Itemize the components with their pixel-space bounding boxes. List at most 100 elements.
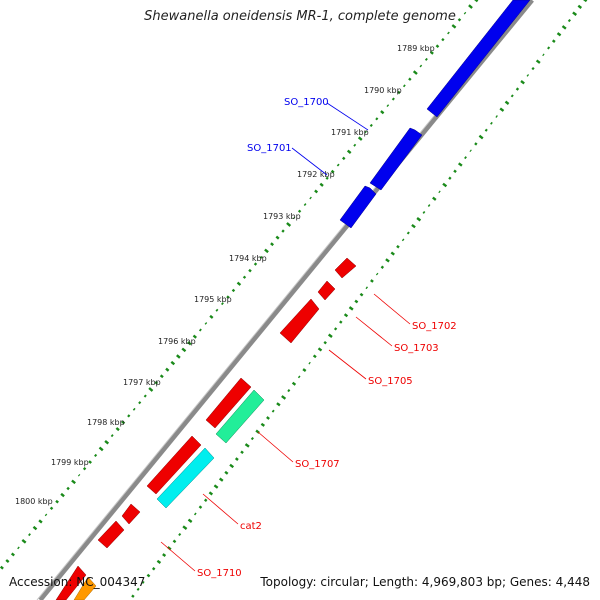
- gene-feature-red-1799[interactable]: [146, 435, 202, 495]
- leader-so1705: [328, 349, 367, 380]
- gc-skew-mark: [429, 50, 434, 55]
- gc-skew-inner-track: [131, 0, 588, 598]
- gc-skew-mark: [469, 149, 472, 153]
- leader-so1700: [326, 102, 369, 131]
- gc-skew-mark: [276, 402, 281, 407]
- gc-skew-mark: [138, 401, 142, 405]
- gc-skew-mark: [192, 334, 197, 339]
- gc-skew-outer-track: [0, 0, 479, 570]
- gene-feature-so1705[interactable]: [279, 298, 320, 344]
- gc-skew-mark: [178, 532, 182, 537]
- gene-label-so1707[interactable]: SO_1707: [295, 459, 340, 470]
- gene-feature-so1702[interactable]: [334, 257, 357, 279]
- gc-skew-mark: [224, 470, 229, 475]
- gc-skew-mark: [176, 354, 181, 359]
- gc-skew-mark: [542, 53, 545, 57]
- gene-label-so1710[interactable]: SO_1710: [197, 568, 242, 579]
- gc-skew-mark: [427, 204, 431, 207]
- gc-skew-mark: [271, 409, 275, 413]
- gc-skew-mark: [474, 0, 479, 3]
- gc-skew-mark: [131, 594, 135, 598]
- gene-label-cat2[interactable]: cat2: [240, 521, 262, 532]
- gc-skew-mark: [187, 341, 192, 346]
- gene-feature-so1700[interactable]: [369, 127, 423, 191]
- gc-skew-mark: [213, 484, 219, 489]
- gc-skew-mark: [317, 347, 323, 352]
- gc-skew-mark: [369, 123, 373, 128]
- accession-text: Accession: NC_004347: [9, 575, 146, 589]
- gc-skew-mark: [402, 84, 406, 88]
- gc-skew-mark: [551, 39, 556, 43]
- gc-skew-mark: [504, 100, 510, 105]
- gc-skew-mark: [104, 439, 110, 445]
- gene-feature-red-1797[interactable]: [205, 377, 252, 429]
- gc-skew-mark: [490, 121, 493, 125]
- gc-skew-mark: [463, 11, 467, 15]
- gc-skew-mark: [457, 162, 463, 167]
- gc-skew-mark: [231, 288, 236, 293]
- gc-skew-mark: [181, 347, 187, 353]
- gc-skew-mark: [424, 57, 428, 61]
- gc-skew-mark: [291, 381, 297, 386]
- gc-skew-mark: [484, 128, 488, 132]
- gc-skew-mark: [583, 0, 588, 3]
- gene-feature-small-red[interactable]: [121, 503, 141, 525]
- gc-skew-mark: [94, 453, 98, 458]
- gc-skew-mark: [375, 272, 379, 276]
- gene-feature-so1703[interactable]: [317, 280, 336, 301]
- gc-skew-mark: [520, 80, 525, 85]
- gene-feature-cat2[interactable]: [156, 447, 215, 509]
- tick-label: 1800 kbp: [15, 497, 53, 506]
- gc-skew-mark: [515, 87, 520, 91]
- gc-skew-mark: [468, 4, 473, 9]
- tick-label: 1789 kbp: [397, 44, 435, 53]
- gc-skew-mark: [260, 422, 266, 427]
- gc-skew-mark: [248, 268, 252, 273]
- gc-skew-mark: [44, 513, 48, 517]
- gene-feature-so1710[interactable]: [97, 520, 125, 549]
- tick-label: 1799 kbp: [51, 458, 89, 467]
- gc-skew-mark: [66, 486, 70, 491]
- gene-label-so1701[interactable]: SO_1701: [247, 143, 292, 154]
- gc-skew-mark: [193, 512, 197, 516]
- gc-skew-mark: [127, 414, 131, 418]
- gene-feature-bottom-orange[interactable]: [73, 576, 97, 600]
- gc-skew-mark: [55, 499, 59, 504]
- label-leaders: [160, 102, 411, 572]
- gene-feature-bottom-red[interactable]: [55, 565, 87, 600]
- gc-skew-mark: [250, 436, 254, 441]
- gc-skew-mark: [495, 115, 498, 118]
- gene-feature-so1707[interactable]: [215, 389, 265, 444]
- gc-skew-mark: [314, 189, 319, 194]
- tick-label: 1796 kbp: [158, 337, 196, 346]
- gc-skew-mark: [143, 394, 147, 398]
- gc-skew-mark: [88, 460, 92, 464]
- gene-labels: SO_1700 SO_1701 SO_1702 SO_1703 SO_1705 …: [197, 97, 457, 579]
- leader-so1701: [291, 147, 328, 176]
- gc-skew-mark: [419, 64, 423, 68]
- gc-skew-mark: [264, 248, 269, 254]
- gene-label-so1705[interactable]: SO_1705: [368, 376, 413, 387]
- topology-summary: Topology: circular; Length: 4,969,803 bp…: [260, 575, 590, 589]
- tick-label: 1792 kbp: [297, 170, 335, 179]
- gc-skew-mark: [244, 443, 250, 448]
- gc-skew-mark: [154, 381, 159, 385]
- gene-label-so1700[interactable]: SO_1700: [284, 97, 329, 108]
- gc-skew-mark: [98, 446, 104, 452]
- gc-skew-mark: [208, 491, 214, 496]
- gene-feature-top-blue[interactable]: [426, 0, 531, 118]
- gc-skew-mark: [148, 387, 154, 392]
- gc-skew-mark: [286, 222, 292, 227]
- gene-feature-so1701[interactable]: [339, 185, 377, 229]
- gc-skew-mark: [359, 292, 364, 297]
- gc-skew-mark: [209, 314, 214, 319]
- gene-label-so1702[interactable]: SO_1702: [412, 321, 457, 332]
- gc-skew-mark: [412, 70, 418, 75]
- gc-skew-mark: [406, 231, 410, 235]
- leader-so1702: [373, 293, 411, 325]
- gc-skew-mark: [159, 374, 164, 379]
- gc-skew-mark: [343, 313, 349, 318]
- gc-skew-mark: [165, 367, 170, 372]
- gene-label-so1703[interactable]: SO_1703: [394, 343, 439, 354]
